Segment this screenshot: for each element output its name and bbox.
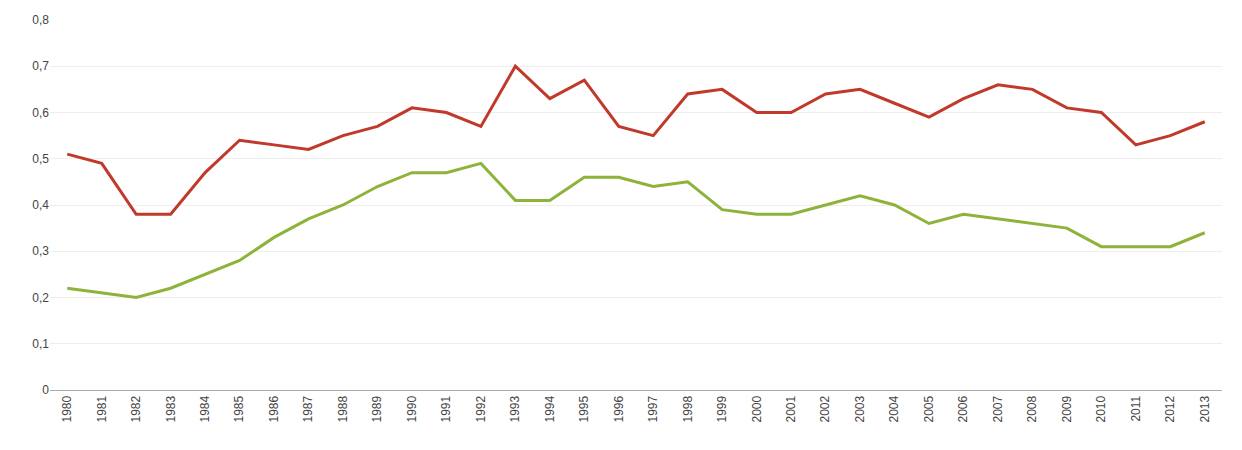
- svg-text:1988: 1988: [336, 395, 350, 422]
- svg-text:1980: 1980: [60, 395, 74, 422]
- svg-text:0,1: 0,1: [32, 337, 49, 351]
- svg-text:1981: 1981: [95, 395, 109, 422]
- svg-text:0,6: 0,6: [32, 106, 49, 120]
- svg-text:1986: 1986: [267, 395, 281, 422]
- svg-text:2005: 2005: [922, 395, 936, 422]
- svg-text:2003: 2003: [853, 395, 867, 422]
- svg-text:1983: 1983: [164, 395, 178, 422]
- svg-text:2000: 2000: [750, 395, 764, 422]
- svg-text:2012: 2012: [1163, 395, 1177, 422]
- svg-text:2010: 2010: [1094, 395, 1108, 422]
- svg-text:1987: 1987: [301, 395, 315, 422]
- svg-text:0,4: 0,4: [32, 198, 49, 212]
- svg-text:2007: 2007: [991, 395, 1005, 422]
- svg-text:1993: 1993: [508, 395, 522, 422]
- svg-text:2004: 2004: [887, 395, 901, 422]
- svg-text:1996: 1996: [612, 395, 626, 422]
- svg-text:1990: 1990: [405, 395, 419, 422]
- svg-text:0,3: 0,3: [32, 244, 49, 258]
- svg-text:1998: 1998: [681, 395, 695, 422]
- svg-text:2011: 2011: [1129, 395, 1143, 421]
- svg-text:1982: 1982: [129, 395, 143, 422]
- svg-text:2006: 2006: [956, 395, 970, 422]
- svg-text:0: 0: [42, 383, 49, 397]
- svg-text:0,8: 0,8: [32, 13, 49, 27]
- svg-text:2009: 2009: [1060, 395, 1074, 422]
- svg-text:0,5: 0,5: [32, 152, 49, 166]
- svg-text:0,2: 0,2: [32, 291, 49, 305]
- svg-text:2002: 2002: [818, 395, 832, 422]
- svg-text:1997: 1997: [646, 395, 660, 422]
- svg-text:1985: 1985: [232, 395, 246, 422]
- svg-text:1989: 1989: [370, 395, 384, 422]
- svg-text:1999: 1999: [715, 395, 729, 422]
- svg-text:2013: 2013: [1198, 395, 1212, 422]
- svg-text:2008: 2008: [1025, 395, 1039, 422]
- svg-text:1984: 1984: [198, 395, 212, 422]
- svg-text:1991: 1991: [439, 395, 453, 422]
- svg-text:1992: 1992: [474, 395, 488, 422]
- svg-text:1995: 1995: [577, 395, 591, 422]
- svg-text:1994: 1994: [543, 395, 557, 422]
- svg-text:2001: 2001: [784, 395, 798, 422]
- svg-text:0,7: 0,7: [32, 59, 49, 73]
